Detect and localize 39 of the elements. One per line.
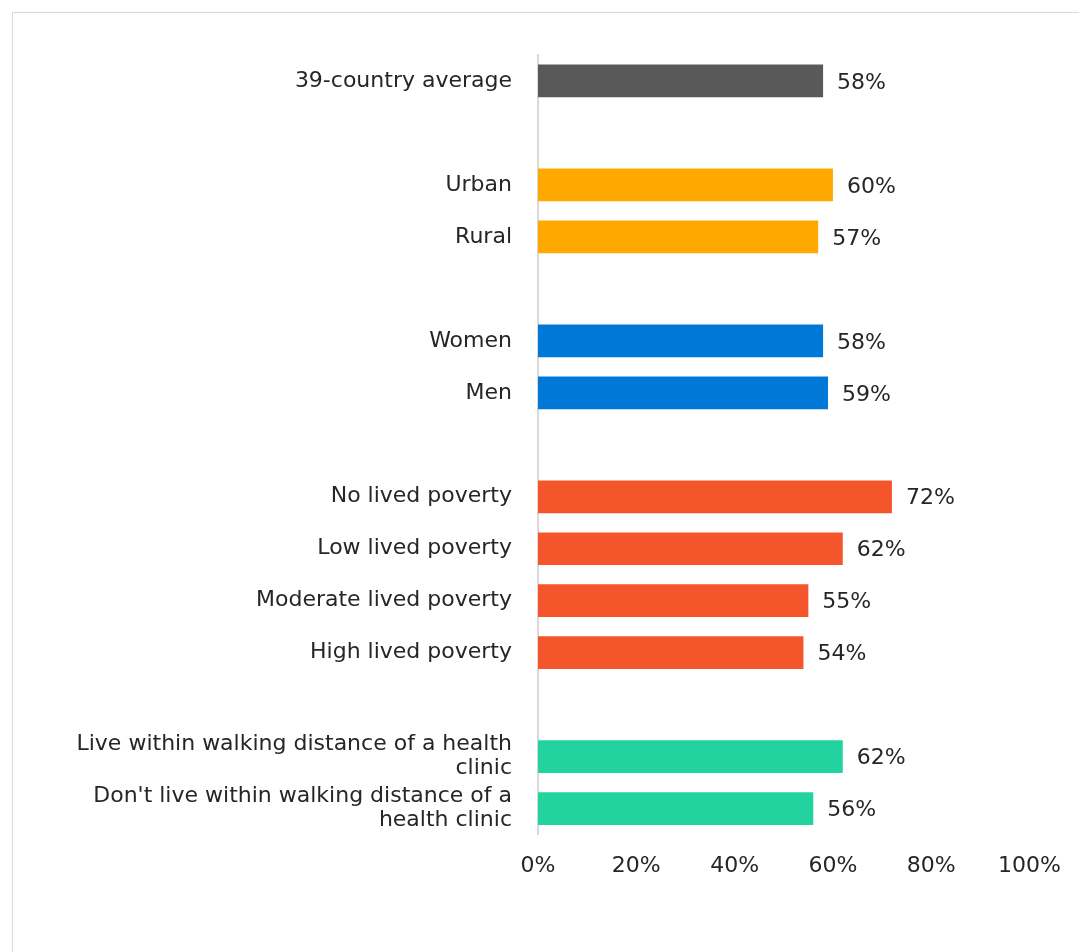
bar	[538, 792, 814, 825]
bar	[538, 480, 892, 514]
bar	[538, 584, 809, 618]
data-label: 56%	[827, 796, 877, 822]
x-tick-label: 80%	[906, 851, 956, 877]
data-label: 60%	[846, 172, 896, 198]
y-tick-label: 39-country average	[294, 66, 512, 92]
y-tick-label: Low lived poverty	[317, 534, 512, 560]
y-tick-label: Rural	[455, 222, 512, 248]
y-tick-label: Men	[465, 378, 512, 404]
data-label: 58%	[837, 328, 887, 354]
x-tick-label: 0%	[520, 851, 556, 877]
data-label: 54%	[817, 640, 867, 666]
data-label: 62%	[856, 744, 906, 770]
x-tick-label: 60%	[808, 851, 858, 877]
bar	[538, 532, 843, 566]
y-tick-label: Live within walking distance of a health clinic	[76, 730, 512, 780]
data-label: 59%	[842, 380, 891, 406]
bar	[538, 324, 824, 358]
bar	[538, 168, 833, 202]
bar	[538, 740, 843, 774]
y-tick-label: High lived poverty	[310, 638, 512, 664]
bar	[538, 636, 804, 670]
y-tick-label: Urban	[445, 170, 512, 196]
bar	[538, 220, 819, 254]
y-tick-label: Moderate lived poverty	[255, 586, 512, 612]
data-label: 55%	[822, 588, 872, 614]
data-label: 57%	[832, 224, 882, 250]
bar	[538, 64, 824, 98]
data-label: 62%	[856, 536, 906, 562]
data-label: 58%	[837, 68, 887, 94]
x-tick-label: 100%	[998, 851, 1062, 877]
y-tick-label: Don't live within walking distance of a health clinic	[93, 782, 512, 832]
x-tick-label: 20%	[611, 851, 661, 877]
x-tick-label: 40%	[710, 851, 760, 877]
y-tick-label: No lived poverty	[330, 482, 512, 508]
bar	[538, 376, 829, 410]
y-tick-label: Women	[429, 326, 512, 352]
data-label: 72%	[905, 484, 955, 510]
